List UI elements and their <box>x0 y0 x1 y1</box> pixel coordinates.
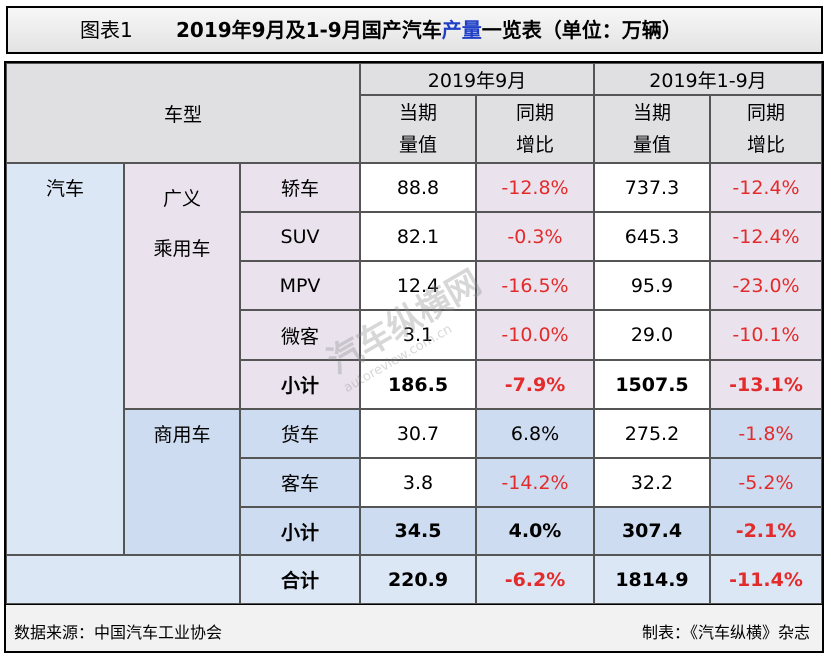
header-period-sep: 2019年9月 <box>360 63 594 95</box>
row-name: 小计 <box>240 507 360 555</box>
sep-yoy: 4.0% <box>476 507 594 555</box>
footer: 数据来源：中国汽车工业协会 制表：《汽车纵横》杂志 <box>4 605 824 653</box>
production-table: 车型 2019年9月 2019年1-9月 当期量值 同期增比 当期量值 同期增比… <box>4 61 824 606</box>
made-by: 制表：《汽车纵横》杂志 <box>641 623 810 642</box>
header-sep-yoy: 同期 增比 <box>476 95 594 163</box>
category-commercial: 商用车 <box>124 409 240 555</box>
sep-yoy: -12.8% <box>476 163 594 212</box>
row-name: MPV <box>240 261 360 310</box>
category-passenger: 广义 乘用车 <box>124 163 240 409</box>
ytd-value: 645.3 <box>594 212 710 261</box>
header-vehicle-type: 车型 <box>6 63 360 163</box>
header-ytd-yoy-l1: 同期 <box>746 102 785 124</box>
total-spacer <box>6 555 240 604</box>
ytd-value: 1507.5 <box>594 360 710 409</box>
figure-label: 图表1 <box>80 18 133 42</box>
row-name: 轿车 <box>240 163 360 212</box>
ytd-value: 307.4 <box>594 507 710 555</box>
title-prefix: 2019年9月及1-9月国产汽车 <box>176 18 442 42</box>
ytd-yoy: -23.0% <box>710 261 822 310</box>
ytd-yoy: -1.8% <box>710 409 822 458</box>
header-ytd-yoy: 同期 增比 <box>710 95 822 163</box>
header-sep-yoy-l1: 同期 <box>515 102 554 124</box>
header-sep-current: 当期 量值 <box>360 95 476 163</box>
ytd-value: 32.2 <box>594 458 710 507</box>
sep-value: 220.9 <box>360 555 476 604</box>
category-passenger-l1: 广义 <box>162 188 201 210</box>
table-title: 2019年9月及1-9月国产汽车产量一览表（单位：万辆） <box>176 8 682 52</box>
category-passenger-l2: 乘用车 <box>153 238 211 260</box>
ytd-yoy: -2.1% <box>710 507 822 555</box>
row-name: SUV <box>240 212 360 261</box>
sep-yoy: -10.0% <box>476 310 594 360</box>
sep-value: 30.7 <box>360 409 476 458</box>
ytd-value: 275.2 <box>594 409 710 458</box>
ytd-yoy: -10.1% <box>710 310 822 360</box>
title-bar: 图表1 2019年9月及1-9月国产汽车产量一览表（单位：万辆） <box>6 6 823 54</box>
sep-value: 82.1 <box>360 212 476 261</box>
sep-yoy: 6.8% <box>476 409 594 458</box>
ytd-yoy: -12.4% <box>710 212 822 261</box>
ytd-value: 95.9 <box>594 261 710 310</box>
sep-value: 12.4 <box>360 261 476 310</box>
sep-yoy: -0.3% <box>476 212 594 261</box>
header-sep-current-l1: 当期 <box>398 102 437 124</box>
data-source: 数据来源：中国汽车工业协会 <box>14 623 223 642</box>
ytd-value: 1814.9 <box>594 555 710 604</box>
row-name: 客车 <box>240 458 360 507</box>
sep-value: 3.1 <box>360 310 476 360</box>
row-name: 货车 <box>240 409 360 458</box>
sep-value: 3.8 <box>360 458 476 507</box>
header-sep-current-l2: 量值 <box>398 134 437 156</box>
ytd-yoy: -11.4% <box>710 555 822 604</box>
row-name: 小计 <box>240 360 360 409</box>
ytd-value: 29.0 <box>594 310 710 360</box>
ytd-yoy: -13.1% <box>710 360 822 409</box>
ytd-value: 737.3 <box>594 163 710 212</box>
sep-value: 88.8 <box>360 163 476 212</box>
category-auto: 汽车 <box>6 163 124 555</box>
header-ytd-current: 当期 量值 <box>594 95 710 163</box>
ytd-yoy: -12.4% <box>710 163 822 212</box>
header-ytd-current-l2: 量值 <box>632 134 671 156</box>
sep-yoy: -14.2% <box>476 458 594 507</box>
sep-yoy: -16.5% <box>476 261 594 310</box>
row-name: 合计 <box>240 555 360 604</box>
header-ytd-yoy-l2: 增比 <box>746 134 785 156</box>
sep-value: 34.5 <box>360 507 476 555</box>
header-ytd-current-l1: 当期 <box>632 102 671 124</box>
ytd-yoy: -5.2% <box>710 458 822 507</box>
sep-yoy: -6.2% <box>476 555 594 604</box>
header-period-ytd: 2019年1-9月 <box>594 63 822 95</box>
header-sep-yoy-l2: 增比 <box>515 134 554 156</box>
title-suffix: 一览表（单位：万辆） <box>481 18 682 42</box>
row-name: 微客 <box>240 310 360 360</box>
title-highlight: 产量 <box>441 18 482 42</box>
sep-yoy: -7.9% <box>476 360 594 409</box>
sep-value: 186.5 <box>360 360 476 409</box>
